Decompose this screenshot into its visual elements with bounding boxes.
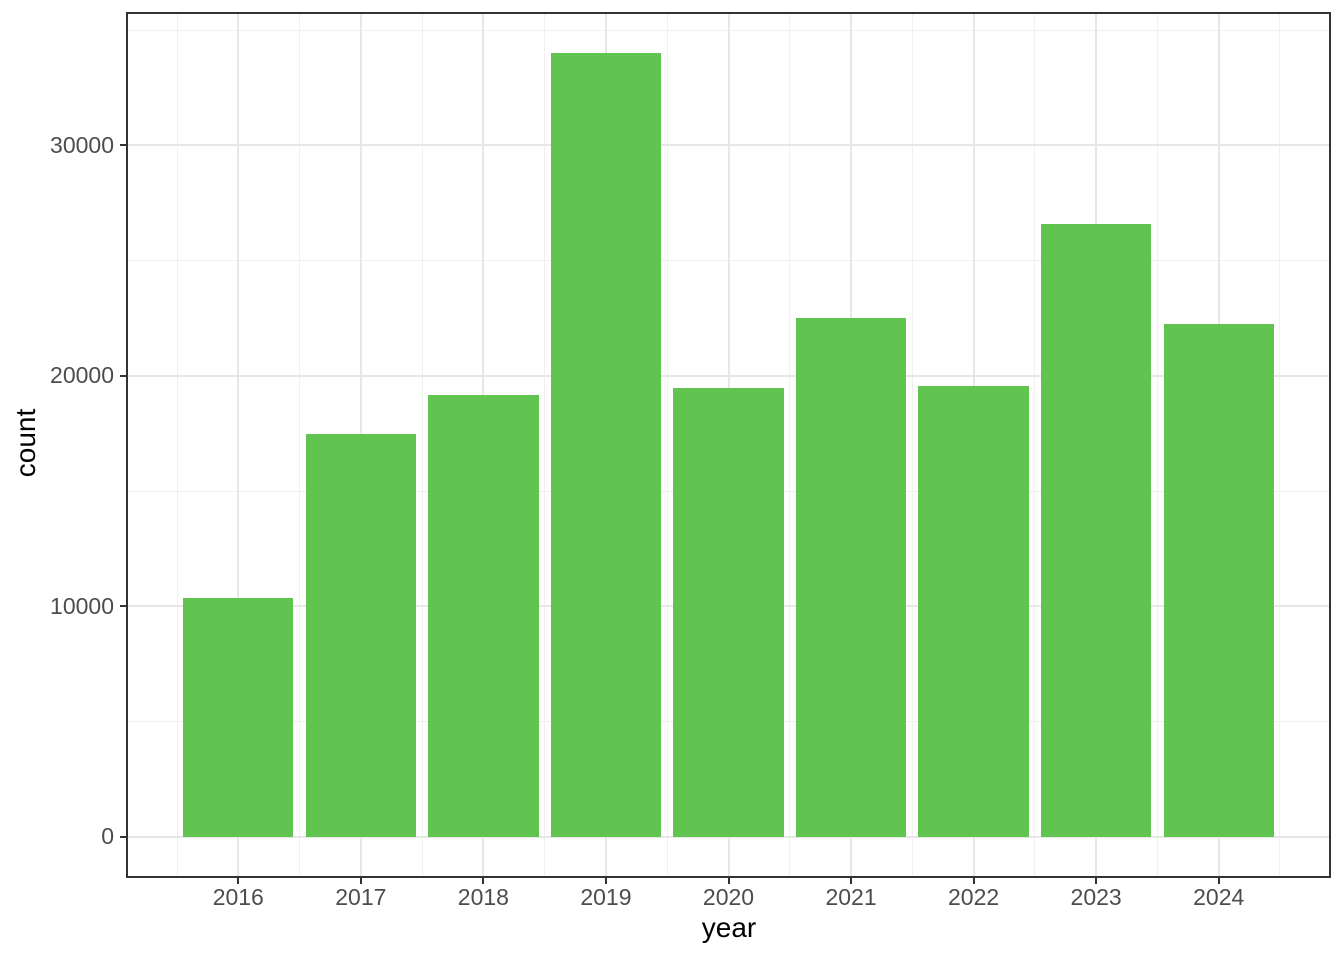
- y-tick-label: 20000: [50, 362, 114, 389]
- gridline-x-minor: [176, 14, 178, 876]
- x-tick-label: 2024: [1193, 884, 1245, 910]
- x-tick-label: 2017: [335, 884, 387, 910]
- y-tick-mark: [120, 835, 128, 838]
- bar-2017: [305, 433, 416, 837]
- y-tick-mark: [120, 605, 128, 608]
- x-tick-mark: [972, 876, 975, 884]
- x-axis-title: year: [701, 912, 757, 943]
- gridline-x-minor: [421, 14, 423, 876]
- bar-2022: [918, 385, 1029, 837]
- x-tick-mark: [727, 876, 730, 884]
- gridline-x-minor: [911, 14, 913, 876]
- x-tick-mark: [850, 876, 853, 884]
- x-tick-mark: [1217, 876, 1220, 884]
- bar-2018: [428, 395, 539, 837]
- y-tick-label: 0: [101, 823, 114, 850]
- gridline-x-minor: [666, 14, 668, 876]
- gridline-x-minor: [299, 14, 301, 876]
- gridline-x-minor: [1034, 14, 1036, 876]
- gridline-x-minor: [544, 14, 546, 876]
- bar-2024: [1163, 323, 1274, 837]
- bar-2023: [1041, 223, 1152, 837]
- x-tick-mark: [1095, 876, 1098, 884]
- x-tick-mark: [604, 876, 607, 884]
- y-axis-title: count: [10, 408, 41, 478]
- gridline-x-minor: [1156, 14, 1158, 876]
- gridline-x-major: [237, 14, 240, 876]
- x-tick-label: 2021: [825, 884, 877, 910]
- plot-panel: [128, 14, 1329, 876]
- x-tick-label: 2019: [580, 884, 632, 910]
- bar-2016: [183, 597, 294, 837]
- x-tick-mark: [482, 876, 485, 884]
- gridline-x-minor: [1279, 14, 1281, 876]
- y-tick-label: 30000: [50, 131, 114, 158]
- gridline-x-minor: [789, 14, 791, 876]
- bar-2020: [673, 387, 784, 837]
- x-tick-label: 2023: [1070, 884, 1122, 910]
- y-tick-mark: [120, 374, 128, 377]
- bar-2021: [795, 317, 907, 837]
- x-tick-mark: [237, 876, 240, 884]
- x-tick-mark: [359, 876, 362, 884]
- y-tick-mark: [120, 144, 128, 147]
- bar-2019: [550, 53, 662, 837]
- x-tick-label: 2020: [702, 884, 755, 910]
- x-tick-label: 2022: [948, 884, 1000, 910]
- y-tick-label: 10000: [50, 592, 114, 619]
- x-tick-label: 2016: [212, 884, 264, 910]
- x-tick-label: 2018: [457, 884, 509, 910]
